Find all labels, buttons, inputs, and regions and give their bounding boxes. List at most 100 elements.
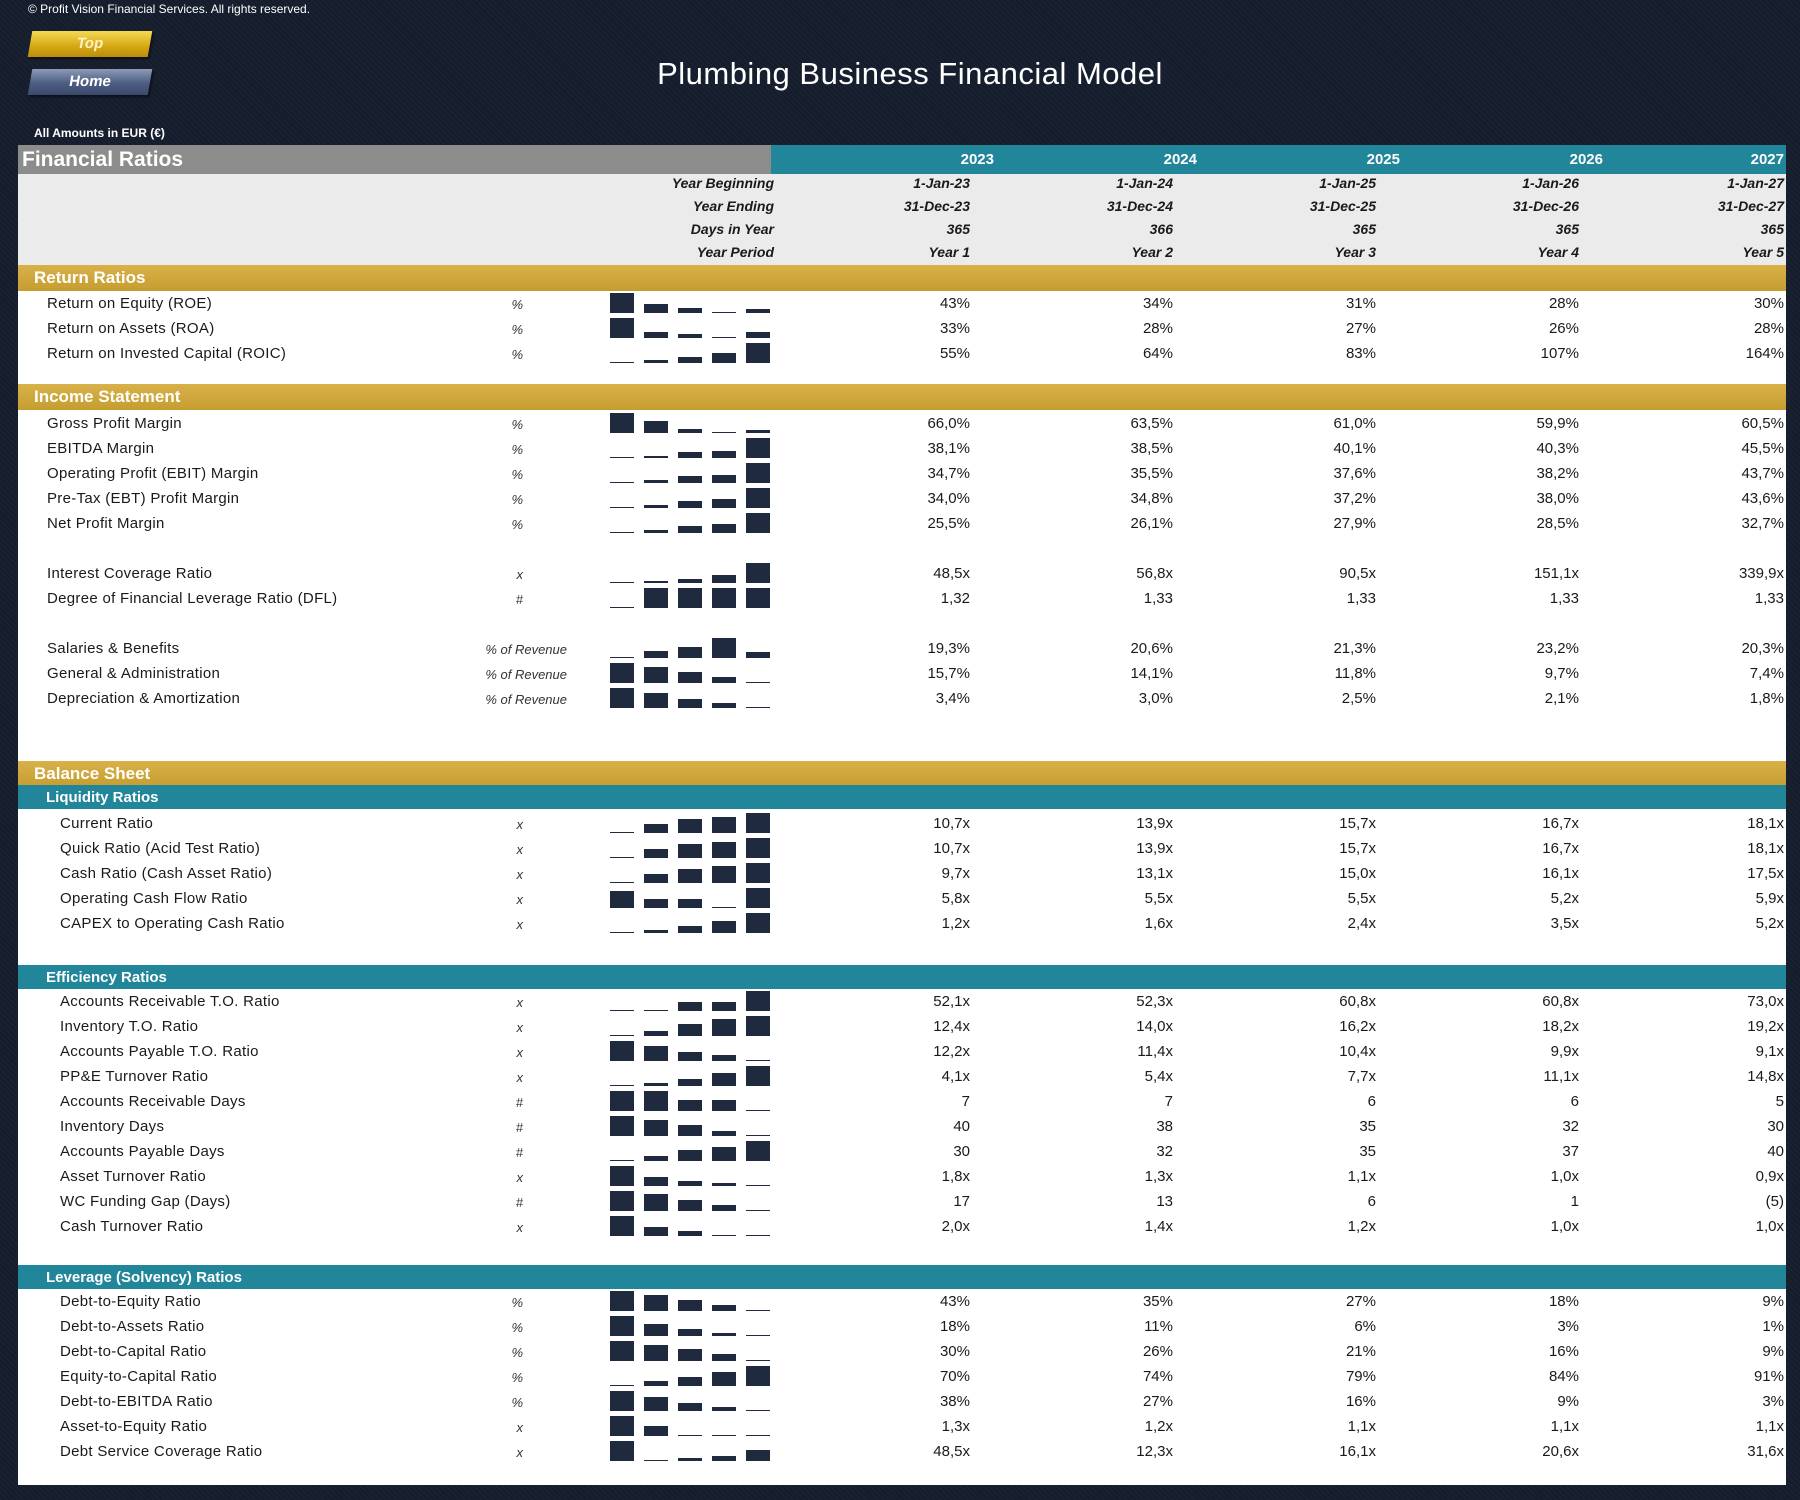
ratio-row: Salaries & Benefits % of Revenue 19,3% 20,6…: [18, 636, 1786, 661]
sparkline-bar: [678, 308, 702, 313]
ratio-row: Return on Equity (ROE)% 43% 34% 31% 28% 30%: [18, 291, 1786, 316]
ratio-value: 1,8x: [941, 1168, 970, 1185]
ratio-value: 32,7%: [1741, 515, 1784, 532]
ratio-value: 10,7x: [933, 815, 970, 832]
sparkline-bar: [712, 499, 736, 508]
sparkline-bar: [678, 1079, 702, 1086]
sparkline-bar: [746, 1335, 770, 1336]
page-title: Plumbing Business Financial Model: [657, 56, 1163, 91]
sparkline-bar: [712, 817, 736, 833]
ratio-value: 32: [1156, 1143, 1173, 1160]
ratio-value: 12,3x: [1136, 1443, 1173, 1460]
sparkline: [610, 886, 776, 911]
unit-label: %: [511, 417, 523, 432]
ratio-value: 1,1x: [1347, 1168, 1376, 1185]
ratio-value: 1,1x: [1755, 1418, 1784, 1435]
unit-label: %: [511, 347, 523, 362]
ratio-label: Salaries & Benefits: [47, 640, 180, 657]
sparkline-bar: [712, 677, 736, 683]
ratio-value: 38,2%: [1536, 465, 1579, 482]
sparkline-bar: [746, 563, 770, 583]
sparkline-bar: [678, 579, 702, 583]
ratio-row: Net Profit Margin% 25,5% 26,1% 27,9% 28,5% 32…: [18, 511, 1786, 536]
ratio-row: CAPEX to Operating Cash Ratio x 1,2x 1,6x 2,…: [18, 911, 1786, 936]
sparkline-bar: [712, 1305, 736, 1311]
sparkline-bar: [712, 1354, 736, 1361]
sparkline-bar: [610, 582, 634, 583]
ratio-label: Inventory T.O. Ratio: [60, 1018, 199, 1035]
sparkline-bar: [644, 824, 668, 833]
ratio-value: 2,5%: [1341, 690, 1376, 707]
sparkline-bar: [712, 1147, 736, 1161]
ratio-value: 38,5%: [1130, 440, 1173, 457]
ratio-value: 9,7x: [941, 865, 970, 882]
sparkline: [610, 291, 776, 316]
unit-label: x: [516, 867, 524, 882]
sparkline: [610, 836, 776, 861]
top-button[interactable]: Top: [27, 31, 153, 57]
sparkline-bar: [644, 667, 668, 683]
info-value: 31-Dec-25: [1309, 198, 1376, 214]
ratio-value: 59,9%: [1536, 415, 1579, 432]
info-value: Year 4: [1537, 244, 1579, 260]
ratio-value: 16%: [1345, 1393, 1376, 1410]
sparkline-bar: [610, 318, 634, 338]
ratio-label: Depreciation & Amortization: [47, 690, 241, 707]
ratio-value: 73,0x: [1747, 993, 1784, 1010]
info-value: 365: [1555, 221, 1579, 237]
ratio-value: 23,2%: [1536, 640, 1579, 657]
ratio-value: 1,33: [1143, 590, 1173, 607]
ratio-value: 40: [953, 1118, 970, 1135]
info-label: Days in Year: [690, 221, 774, 237]
sparkline: [610, 1164, 776, 1189]
unit-label: #: [515, 1195, 523, 1210]
ratio-value: 21,3%: [1333, 640, 1376, 657]
unit-label: %: [511, 1370, 523, 1385]
sparkline-bar: [610, 1010, 634, 1011]
ratio-label: Inventory Days: [60, 1118, 165, 1135]
sparkline-bar: [678, 1100, 702, 1111]
sparkline: [610, 1089, 776, 1114]
ratio-label: Net Profit Margin: [47, 515, 165, 532]
sparkline-bar: [678, 1403, 702, 1411]
sparkline-bar: [610, 507, 634, 508]
ratio-value: 20,6%: [1130, 640, 1173, 657]
info-value: 31-Dec-27: [1717, 198, 1784, 214]
ratio-value: 1,1x: [1347, 1418, 1376, 1435]
ratio-value: 1,1x: [1550, 1418, 1579, 1435]
sparkline-bar: [678, 899, 702, 908]
sparkline-bar: [644, 588, 668, 608]
ratio-value: 3,0%: [1138, 690, 1173, 707]
sparkline-bar: [746, 1016, 770, 1036]
section-header: Return Ratios: [18, 265, 1786, 291]
ratio-label: WC Funding Gap (Days): [60, 1193, 231, 1210]
ratio-value: 79%: [1345, 1368, 1376, 1385]
ratio-value: 52,3x: [1136, 993, 1173, 1010]
ratio-row: EBITDA Margin% 38,1% 38,5% 40,1% 40,3% 45,5%: [18, 436, 1786, 461]
info-value: 1-Jan-26: [1522, 175, 1579, 191]
sparkline: [610, 1064, 776, 1089]
unit-label: % of Revenue: [485, 642, 567, 657]
ratio-value: 16,1x: [1339, 1443, 1376, 1460]
ratio-value: 32: [1562, 1118, 1579, 1135]
unit-label: % of Revenue: [485, 667, 567, 682]
ratio-value: 18,2x: [1542, 1018, 1579, 1035]
unit-label: x: [516, 995, 524, 1010]
sparkline-bar: [610, 1216, 634, 1236]
ratio-row: Operating Cash Flow Ratio x 5,8x 5,5x 5,5x 5,…: [18, 886, 1786, 911]
ratio-value: 43%: [939, 295, 970, 312]
unit-label: x: [516, 1045, 524, 1060]
ratio-label: Return on Invested Capital (ROIC): [47, 345, 287, 362]
ratio-value: 17: [953, 1193, 970, 1210]
sparkline-bar: [644, 1031, 668, 1036]
ratio-value: 3,5x: [1550, 915, 1579, 932]
sparkline: [610, 1439, 776, 1464]
sparkline-bar: [678, 501, 702, 508]
sparkline-bar: [610, 1385, 634, 1386]
sparkline: [610, 316, 776, 341]
ratio-value: 1: [1570, 1193, 1579, 1210]
sparkline: [610, 1339, 776, 1364]
sparkline-bar: [610, 362, 634, 363]
sparkline: [610, 341, 776, 366]
ratio-value: 26%: [1548, 320, 1579, 337]
